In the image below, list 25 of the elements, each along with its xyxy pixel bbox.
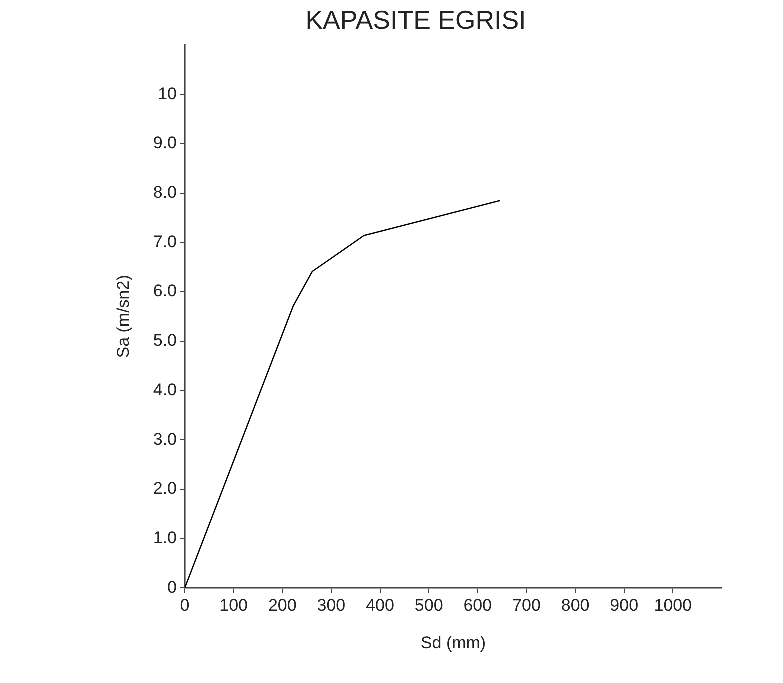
y-tick-label: 1.0 xyxy=(153,528,177,548)
x-tick-label: 400 xyxy=(366,596,394,616)
x-tick-label: 500 xyxy=(414,596,444,616)
x-axis-title: Sd (mm) xyxy=(420,633,486,652)
x-tick-label: 100 xyxy=(220,596,248,616)
y-tick-label: 9.0 xyxy=(153,134,177,153)
y-axis-title: Sa (m/sn2) xyxy=(114,275,133,358)
y-tick-label: 8.0 xyxy=(153,182,177,202)
y-tick-label: 6.0 xyxy=(153,282,177,301)
x-tick-label: 700 xyxy=(512,596,541,616)
y-tick-label: 3.0 xyxy=(153,430,177,449)
y-tick-label: 10 xyxy=(158,84,177,104)
y-tick-label: 2.0 xyxy=(153,479,177,498)
x-tick-label: 200 xyxy=(268,596,297,616)
x-tick-label: 300 xyxy=(317,596,346,616)
x-tick-label: 0 xyxy=(180,596,190,616)
y-tick-label: 5.0 xyxy=(153,331,177,350)
x-tick-label: 900 xyxy=(610,596,639,616)
x-tick-label: 1000 xyxy=(654,596,692,616)
x-tick-label: 600 xyxy=(464,596,492,616)
y-tick-label: 0 xyxy=(168,578,177,597)
x-tick-label: 800 xyxy=(561,596,590,616)
chart-title: KAPASITE EGRISI xyxy=(306,4,526,35)
y-tick-label: 7.0 xyxy=(153,232,177,252)
y-tick-label: 4.0 xyxy=(153,380,177,400)
